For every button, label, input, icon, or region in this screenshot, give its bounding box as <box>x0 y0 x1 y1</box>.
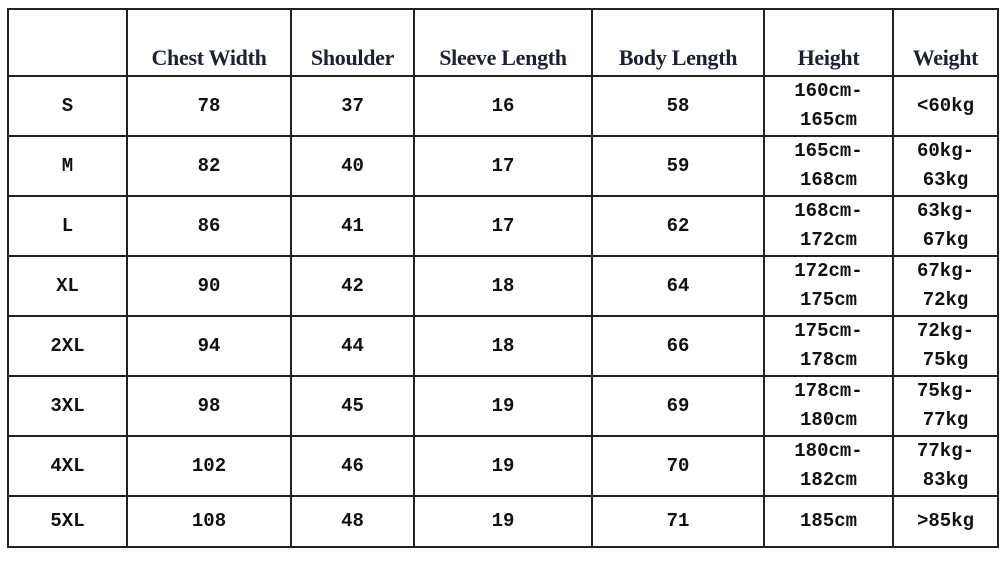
cell-chest-width: 86 <box>126 195 292 257</box>
cell-body-length: 69 <box>591 375 765 437</box>
cell-height: 178cm- 180cm <box>763 375 894 437</box>
table-row: M 82 40 17 59 165cm- 168cm 60kg- 63kg <box>7 135 999 197</box>
cell-weight: 72kg- 75kg <box>892 315 999 377</box>
cell-size: 3XL <box>7 375 128 437</box>
cell-size: M <box>7 135 128 197</box>
cell-height: 180cm- 182cm <box>763 435 894 497</box>
header-weight: Weight <box>892 8 999 77</box>
table-row: 5XL 108 48 19 71 185cm >85kg <box>7 495 999 548</box>
cell-body-length: 71 <box>591 495 765 548</box>
cell-sleeve-length: 19 <box>413 495 593 548</box>
header-body-length: Body Length <box>591 8 765 77</box>
cell-size: 2XL <box>7 315 128 377</box>
table-row: S 78 37 16 58 160cm- 165cm <60kg <box>7 75 999 137</box>
cell-weight: <60kg <box>892 75 999 137</box>
header-chest-width: Chest Width <box>126 8 292 77</box>
cell-shoulder: 44 <box>290 315 415 377</box>
table-row: 2XL 94 44 18 66 175cm- 178cm 72kg- 75kg <box>7 315 999 377</box>
cell-chest-width: 94 <box>126 315 292 377</box>
cell-shoulder: 40 <box>290 135 415 197</box>
header-row: Chest Width Shoulder Sleeve Length Body Len… <box>7 8 999 77</box>
cell-body-length: 64 <box>591 255 765 317</box>
cell-sleeve-length: 16 <box>413 75 593 137</box>
size-chart-table: Chest Width Shoulder Sleeve Length Body Len… <box>7 8 999 548</box>
cell-body-length: 70 <box>591 435 765 497</box>
cell-sleeve-length: 17 <box>413 195 593 257</box>
cell-height: 185cm <box>763 495 894 548</box>
header-height: Height <box>763 8 894 77</box>
table-row: 3XL 98 45 19 69 178cm- 180cm 75kg- 77kg <box>7 375 999 437</box>
cell-sleeve-length: 18 <box>413 255 593 317</box>
table-row: L 86 41 17 62 168cm- 172cm 63kg- 67kg <box>7 195 999 257</box>
cell-shoulder: 42 <box>290 255 415 317</box>
cell-chest-width: 108 <box>126 495 292 548</box>
table-row: 4XL 102 46 19 70 180cm- 182cm 77kg- 83kg <box>7 435 999 497</box>
cell-weight: 60kg- 63kg <box>892 135 999 197</box>
cell-sleeve-length: 19 <box>413 375 593 437</box>
cell-weight: 77kg- 83kg <box>892 435 999 497</box>
cell-body-length: 59 <box>591 135 765 197</box>
cell-body-length: 58 <box>591 75 765 137</box>
cell-weight: 63kg- 67kg <box>892 195 999 257</box>
cell-height: 165cm- 168cm <box>763 135 894 197</box>
cell-size: 4XL <box>7 435 128 497</box>
cell-chest-width: 78 <box>126 75 292 137</box>
header-size <box>7 8 128 77</box>
cell-chest-width: 102 <box>126 435 292 497</box>
cell-size: 5XL <box>7 495 128 548</box>
cell-height: 175cm- 178cm <box>763 315 894 377</box>
header-shoulder: Shoulder <box>290 8 415 77</box>
cell-size: S <box>7 75 128 137</box>
cell-height: 172cm- 175cm <box>763 255 894 317</box>
cell-shoulder: 41 <box>290 195 415 257</box>
cell-weight: 75kg- 77kg <box>892 375 999 437</box>
cell-height: 168cm- 172cm <box>763 195 894 257</box>
table-row: XL 90 42 18 64 172cm- 175cm 67kg- 72kg <box>7 255 999 317</box>
cell-size: XL <box>7 255 128 317</box>
cell-body-length: 62 <box>591 195 765 257</box>
cell-chest-width: 98 <box>126 375 292 437</box>
cell-shoulder: 48 <box>290 495 415 548</box>
cell-chest-width: 90 <box>126 255 292 317</box>
cell-shoulder: 37 <box>290 75 415 137</box>
cell-body-length: 66 <box>591 315 765 377</box>
cell-sleeve-length: 17 <box>413 135 593 197</box>
cell-weight: >85kg <box>892 495 999 548</box>
cell-size: L <box>7 195 128 257</box>
cell-chest-width: 82 <box>126 135 292 197</box>
cell-sleeve-length: 18 <box>413 315 593 377</box>
cell-shoulder: 45 <box>290 375 415 437</box>
cell-sleeve-length: 19 <box>413 435 593 497</box>
cell-height: 160cm- 165cm <box>763 75 894 137</box>
header-sleeve-length: Sleeve Length <box>413 8 593 77</box>
cell-weight: 67kg- 72kg <box>892 255 999 317</box>
cell-shoulder: 46 <box>290 435 415 497</box>
